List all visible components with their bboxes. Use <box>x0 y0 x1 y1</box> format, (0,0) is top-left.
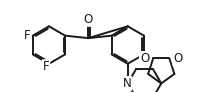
Text: F: F <box>43 60 49 73</box>
Text: O: O <box>140 52 149 65</box>
Text: O: O <box>173 52 183 65</box>
Text: N: N <box>122 77 131 90</box>
Text: F: F <box>24 29 30 42</box>
Text: O: O <box>84 13 93 26</box>
